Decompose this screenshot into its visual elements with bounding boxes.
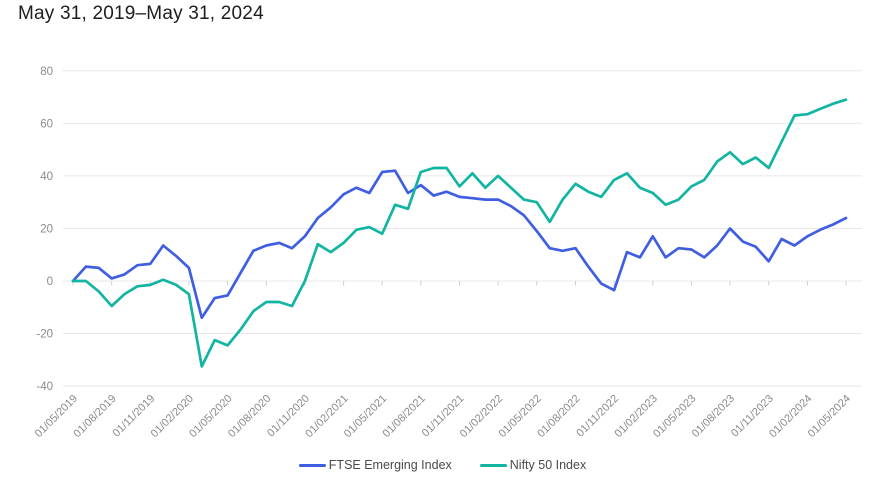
- chart-legend: FTSE Emerging Index Nifty 50 Index: [0, 458, 885, 472]
- plot-area: 806040200-20-4001/05/201901/08/201901/11…: [33, 66, 862, 440]
- y-axis-tick-label: 0: [47, 276, 53, 288]
- y-axis-tick-label: 20: [40, 224, 53, 236]
- legend-label: FTSE Emerging Index: [328, 458, 452, 472]
- y-axis-tick-label: 60: [40, 118, 53, 130]
- y-axis-tick-label: 40: [40, 171, 53, 183]
- ftse-series-swatch-icon: [298, 463, 326, 467]
- series-line-nifty-50-index: [71, 98, 848, 368]
- legend-label: Nifty 50 Index: [509, 458, 587, 472]
- series-line-ftse-emerging-index: [71, 169, 848, 320]
- chart-title: May 31, 2019–May 31, 2024: [18, 3, 264, 24]
- nifty-series-swatch-icon: [479, 463, 507, 467]
- y-axis-tick-label: 80: [40, 66, 53, 78]
- legend-item-ftse-emerging-index[interactable]: FTSE Emerging Index: [298, 458, 452, 472]
- y-axis-tick-label: -40: [36, 381, 53, 393]
- y-axis-tick-label: -20: [36, 329, 53, 341]
- legend-item-nifty-50-index[interactable]: Nifty 50 Index: [479, 458, 587, 472]
